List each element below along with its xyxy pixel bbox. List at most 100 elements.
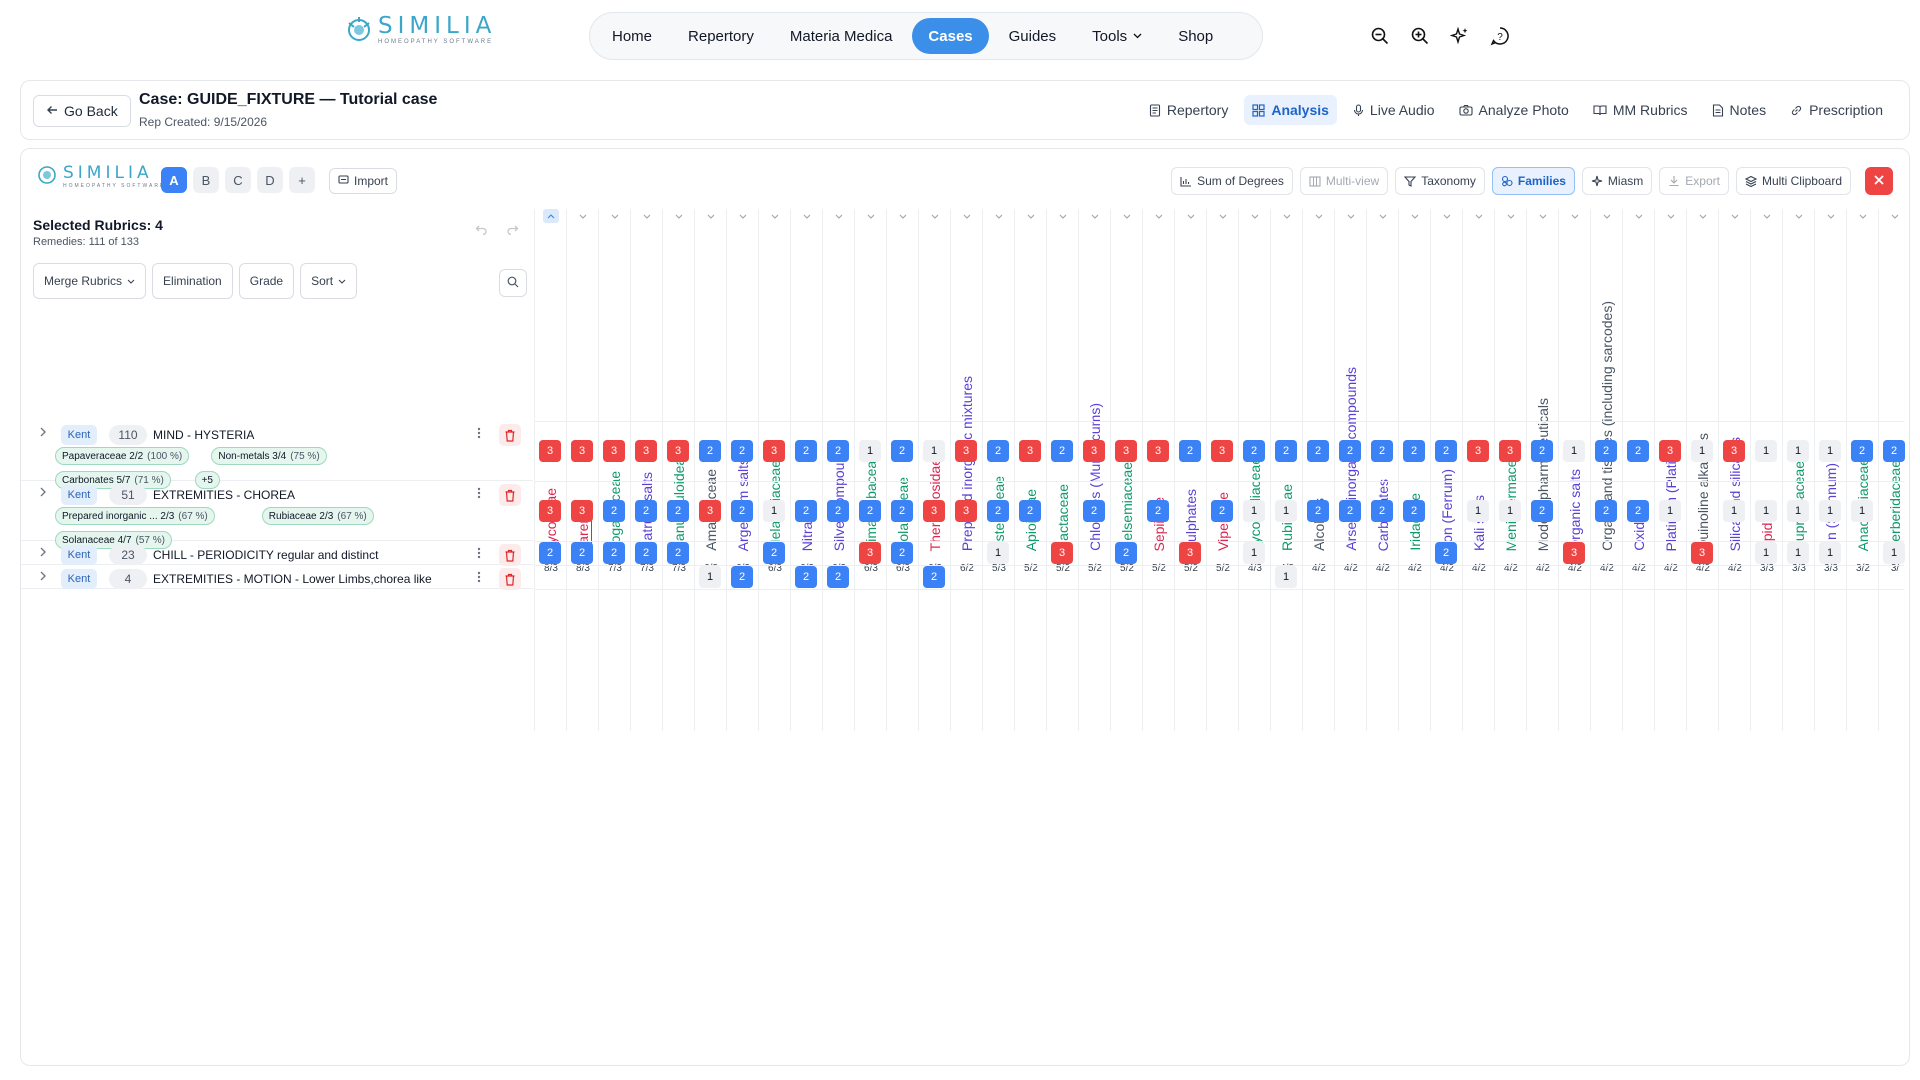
grade-cell[interactable]: 2 — [1403, 500, 1425, 522]
delete-rubric-button[interactable] — [499, 544, 521, 566]
sort-down-icon[interactable] — [1087, 209, 1103, 223]
grade-cell[interactable]: 1 — [1819, 500, 1841, 522]
add-sheet-button[interactable]: + — [289, 167, 315, 193]
grade-cell[interactable]: 1 — [699, 566, 721, 588]
grade-cell[interactable]: 3 — [1179, 542, 1201, 564]
grade-cell[interactable]: 1 — [1883, 542, 1905, 564]
redo-icon[interactable] — [499, 217, 527, 241]
family-column[interactable]: Apidae 3/3 1 1 1 — [1750, 209, 1782, 731]
nav-materia-medica[interactable]: Materia Medica — [774, 18, 909, 54]
grade-cell[interactable]: 2 — [731, 500, 753, 522]
sort-down-icon[interactable] — [1887, 209, 1903, 223]
grade-cell[interactable]: 3 — [763, 440, 785, 462]
grade-cell[interactable]: 3 — [667, 440, 689, 462]
family-column[interactable]: Organic salts 4/2 1 3 — [1558, 209, 1590, 731]
grade-cell[interactable]: 1 — [1787, 500, 1809, 522]
sort-down-icon[interactable] — [1631, 209, 1647, 223]
nav-repertory[interactable]: Repertory — [672, 18, 770, 54]
sort-down-icon[interactable] — [607, 209, 623, 223]
sort-down-icon[interactable] — [895, 209, 911, 223]
sort-down-icon[interactable] — [1151, 209, 1167, 223]
sheet-tab-d[interactable]: D — [257, 167, 283, 193]
sort-down-icon[interactable] — [639, 209, 655, 223]
grade-cell[interactable]: 2 — [1051, 440, 1073, 462]
sheet-tab-a[interactable]: A — [161, 167, 187, 193]
sort-down-icon[interactable] — [927, 209, 943, 223]
sort-down-icon[interactable] — [1823, 209, 1839, 223]
sort-down-icon[interactable] — [767, 209, 783, 223]
grade-cell[interactable]: 2 — [1595, 440, 1617, 462]
sort-down-icon[interactable] — [1567, 209, 1583, 223]
family-match-chip[interactable]: Prepared inorganic ... 2/3 (67 %) — [55, 507, 215, 525]
grade-cell[interactable]: 2 — [1243, 440, 1265, 462]
grade-cell[interactable]: 2 — [603, 500, 625, 522]
grade-cell[interactable]: 1 — [1275, 566, 1297, 588]
grade-cell[interactable]: 2 — [1307, 440, 1329, 462]
grade-cell[interactable]: 2 — [891, 500, 913, 522]
grade-cell[interactable]: 2 — [795, 440, 817, 462]
undo-icon[interactable] — [467, 217, 495, 241]
case-tab-prescription[interactable]: Prescription — [1782, 95, 1891, 125]
sort-down-icon[interactable] — [991, 209, 1007, 223]
family-column[interactable]: Theraphosidae6/3132 — [918, 209, 950, 731]
grade-cell[interactable]: 1 — [987, 542, 1009, 564]
help-icon[interactable]: ? — [1488, 24, 1512, 48]
family-column[interactable]: Iridaceae 4/2 2 2 — [1398, 209, 1430, 731]
grade-cell[interactable]: 3 — [603, 440, 625, 462]
sort-up-icon[interactable] — [543, 209, 559, 223]
grade-cell[interactable]: 1 — [1243, 500, 1265, 522]
grade-cell[interactable]: 1 — [1467, 500, 1489, 522]
grade-cell[interactable]: 1 — [1659, 500, 1681, 522]
grade-cell[interactable]: 3 — [955, 500, 977, 522]
family-column[interactable]: Apioideae5/232 — [1014, 209, 1046, 731]
grade-cell[interactable]: 2 — [827, 566, 849, 588]
grade-cell[interactable]: 2 — [1147, 500, 1169, 522]
grade-cell[interactable]: 2 — [1403, 440, 1425, 462]
delete-rubric-button[interactable] — [499, 484, 521, 506]
sort-down-icon[interactable] — [1119, 209, 1135, 223]
grade-cell[interactable]: 3 — [955, 440, 977, 462]
grade-cell[interactable]: 1 — [1691, 440, 1713, 462]
family-name[interactable]: Prepared inorganic mixtures — [959, 375, 975, 551]
family-column[interactable]: Platinum (Platina) 4/2 3 1 — [1654, 209, 1686, 731]
sort-down-icon[interactable] — [1343, 209, 1359, 223]
similia-logo[interactable]: SIMILIA HOMEOPATHY SOFTWARE — [344, 14, 496, 45]
grade-cell[interactable]: 2 — [987, 500, 1009, 522]
rubric-text[interactable]: MIND - HYSTERIA — [153, 428, 255, 442]
family-match-chip[interactable]: Rubiaceae 2/3 (67 %) — [261, 507, 374, 525]
grade-cell[interactable]: 2 — [1531, 440, 1553, 462]
grade-cell[interactable]: 2 — [1595, 500, 1617, 522]
grade-cell[interactable]: 2 — [603, 542, 625, 564]
tool-taxonomy-button[interactable]: Taxonomy — [1395, 167, 1485, 195]
family-column[interactable]: Tarent. 8/3 3 3 2 — [566, 209, 598, 731]
sort-down-icon[interactable] — [1439, 209, 1455, 223]
grade-cell[interactable]: 2 — [1179, 440, 1201, 462]
case-tab-analyze-photo[interactable]: Analyze Photo — [1451, 95, 1577, 125]
sort-down-icon[interactable] — [1247, 209, 1263, 223]
sort-down-icon[interactable] — [1599, 209, 1615, 223]
grade-cell[interactable]: 3 — [1211, 440, 1233, 462]
more-options-icon[interactable] — [477, 426, 481, 443]
grade-cell[interactable]: 2 — [1115, 542, 1137, 564]
grade-cell[interactable]: 1 — [1819, 440, 1841, 462]
nav-guides[interactable]: Guides — [993, 18, 1073, 54]
sort-down-icon[interactable] — [1407, 209, 1423, 223]
family-column[interactable]: Kali salts 4/2 3 1 — [1462, 209, 1494, 731]
case-tab-analysis[interactable]: Analysis — [1244, 95, 1337, 125]
sort-down-icon[interactable] — [1791, 209, 1807, 223]
import-button[interactable]: Import — [329, 168, 398, 194]
family-name[interactable]: Gelsemiaceae — [1119, 461, 1135, 552]
family-column[interactable]: Alcohols 4/2 2 2 — [1302, 209, 1334, 731]
grade-cell[interactable]: 2 — [731, 566, 753, 588]
grade-cell[interactable]: 3 — [539, 500, 561, 522]
